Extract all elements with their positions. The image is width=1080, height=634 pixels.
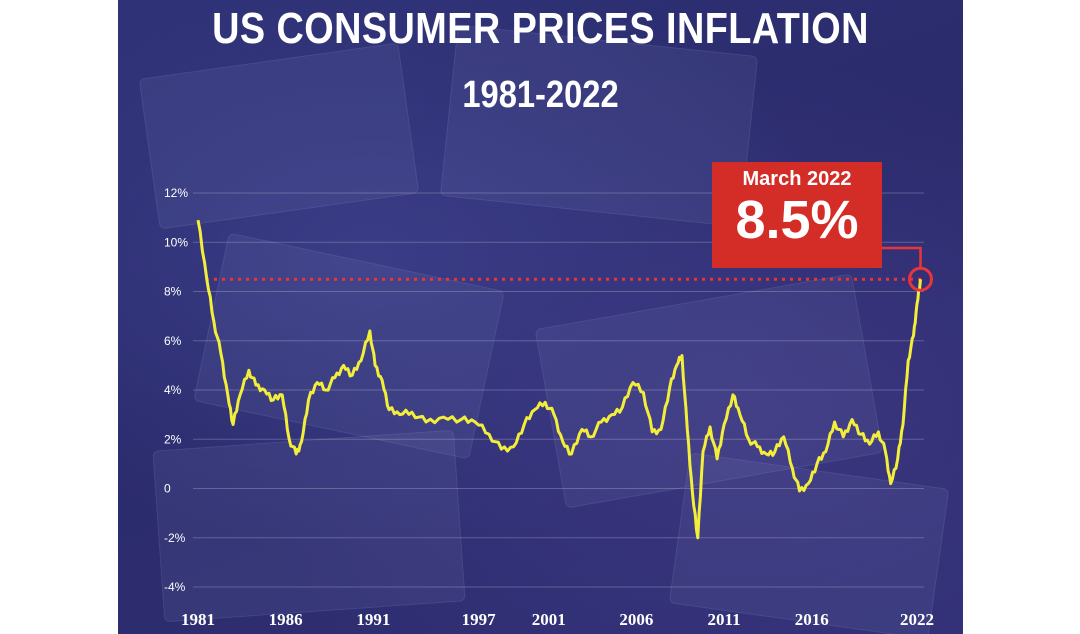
y-tick-label: 6% [164, 334, 182, 348]
x-tick-label: 2011 [708, 610, 741, 629]
y-tick-label: 12% [164, 186, 188, 200]
y-axis-ticks: 12% 10% 8% 6% 4% 2% 0 -2% -4% [164, 186, 188, 594]
chart-panel: US CONSUMER PRICES INFLATION 1981-2022 1… [118, 0, 963, 634]
x-tick-label: 1997 [462, 610, 497, 629]
y-tick-label: 8% [164, 285, 182, 299]
x-tick-label: 1986 [269, 610, 303, 629]
y-tick-label: -2% [164, 531, 186, 545]
y-tick-label: 4% [164, 383, 182, 397]
callout-connector [882, 246, 922, 269]
callout-date: March 2022 [742, 168, 852, 190]
latest-value-callout: March 2022 8.5% [712, 162, 882, 268]
inflation-line-chart: 12% 10% 8% 6% 4% 2% 0 -2% -4% 1981 1986 1991 1997 20… [164, 186, 934, 629]
latest-value-marker [907, 266, 933, 292]
x-tick-label: 2022 [900, 610, 934, 629]
callout-value: 8.5% [735, 190, 859, 250]
x-tick-label: 2016 [795, 610, 829, 629]
y-tick-label: 2% [164, 432, 182, 446]
inflation-series-line [196, 219, 922, 540]
x-tick-label: 2001 [532, 610, 566, 629]
chart-subtitle: 1981-2022 [462, 74, 619, 116]
y-tick-label: 10% [164, 235, 188, 249]
x-tick-label: 1991 [356, 610, 390, 629]
x-axis-ticks: 1981 1986 1991 1997 2001 2006 2011 2016 2022 [181, 610, 934, 629]
y-tick-label: -4% [164, 580, 186, 594]
x-tick-label: 2006 [619, 610, 653, 629]
y-tick-label: 0 [164, 482, 171, 496]
x-tick-label: 1981 [181, 610, 215, 629]
chart-title: US CONSUMER PRICES INFLATION [212, 4, 869, 53]
